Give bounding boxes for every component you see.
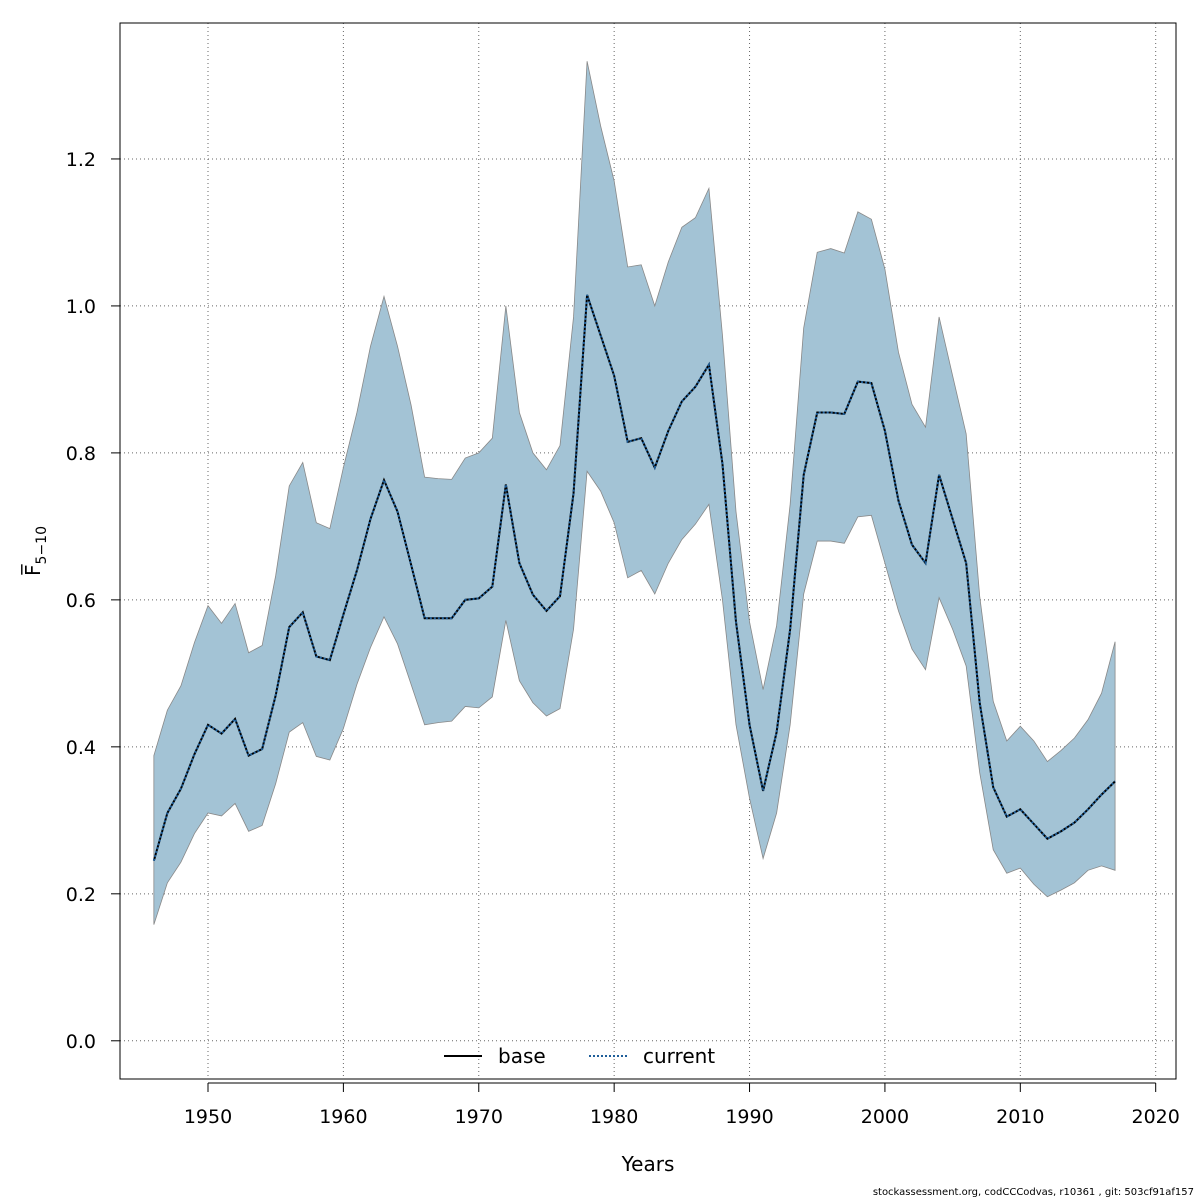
x-axis: 1950 1960 1970 1980 1990 2000 2010 2020 bbox=[184, 1082, 1180, 1128]
y-tick-label: 0.0 bbox=[66, 1031, 96, 1053]
y-axis-title-main: F̅ bbox=[20, 563, 45, 576]
y-tick-label: 0.4 bbox=[66, 737, 96, 759]
legend-label-base: base bbox=[498, 1044, 546, 1068]
y-tick-label: 0.8 bbox=[66, 443, 96, 465]
legend-label-current: current bbox=[643, 1044, 715, 1068]
footer-note: stockassessment.org, codCCCodvas, r10361… bbox=[872, 1187, 1194, 1198]
x-tick-label: 1990 bbox=[725, 1106, 773, 1128]
y-tick-label: 1.0 bbox=[66, 296, 96, 318]
x-tick-label: 1970 bbox=[455, 1106, 503, 1128]
x-tick-label: 2000 bbox=[861, 1106, 909, 1128]
y-tick-label: 0.2 bbox=[66, 884, 96, 906]
y-axis-title: F̅5−10 bbox=[20, 526, 50, 576]
y-tick-label: 1.2 bbox=[66, 149, 96, 171]
x-tick-label: 1950 bbox=[184, 1106, 232, 1128]
legend: base current bbox=[444, 1044, 715, 1068]
y-axis: 0.0 0.2 0.4 0.6 0.8 1.0 1.2 bbox=[66, 149, 120, 1053]
y-axis-title-subscript: 5−10 bbox=[34, 526, 50, 564]
confidence-band bbox=[153, 61, 1116, 925]
svg-text:F̅5−10: F̅5−10 bbox=[20, 526, 50, 576]
x-tick-label: 1980 bbox=[590, 1106, 638, 1128]
plot-frame bbox=[119, 22, 1177, 1080]
x-tick-label: 2020 bbox=[1132, 1106, 1180, 1128]
x-tick-label: 2010 bbox=[996, 1106, 1044, 1128]
x-tick-label: 1960 bbox=[319, 1106, 367, 1128]
series-line-current bbox=[152, 294, 1116, 862]
y-tick-label: 0.6 bbox=[66, 590, 96, 612]
x-axis-title: Years bbox=[621, 1152, 675, 1176]
